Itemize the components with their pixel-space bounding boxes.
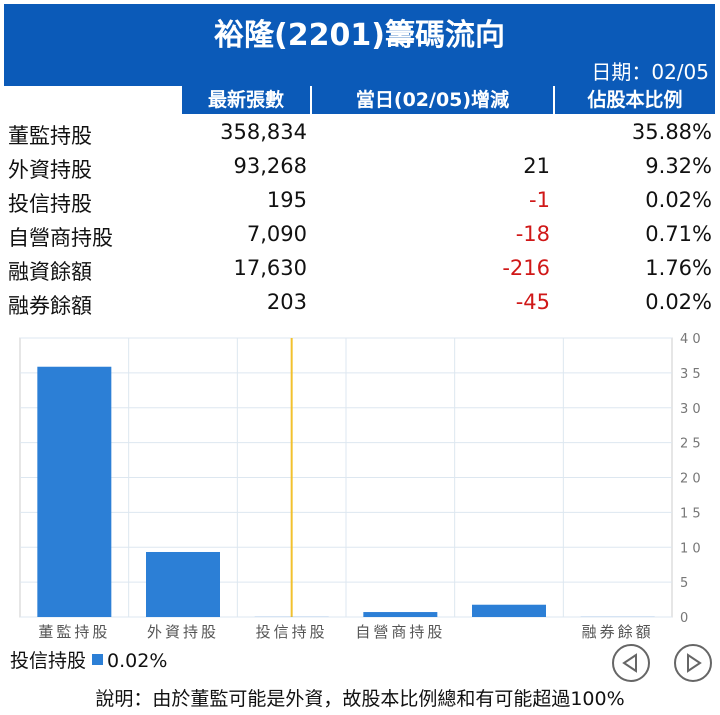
bar-3 <box>363 612 438 617</box>
bar-0 <box>37 366 112 617</box>
row-ratio: 0.02% <box>645 188 712 212</box>
col-header-shares: 最新張數 <box>180 86 310 114</box>
chart-legend: 投信持股 0.02% <box>10 646 167 673</box>
table-row: 自營商持股 7,090 -18 0.71% <box>0 218 720 252</box>
row-shares: 195 <box>266 188 307 212</box>
page-title: 裕隆(2201)籌碼流向 <box>214 18 505 53</box>
table-row: 董監持股 358,834 35.88% <box>0 116 720 150</box>
y-tick-label: 1 0 <box>680 541 701 556</box>
bar-4 <box>472 604 546 617</box>
y-tick-label: 3 0 <box>680 402 701 417</box>
row-ratio: 35.88% <box>631 120 712 144</box>
row-change: -18 <box>515 222 550 246</box>
row-shares: 358,834 <box>220 120 307 144</box>
triangle-right-icon <box>687 653 702 673</box>
footnote: 說明：由於董監可能是外資，故股本比例總和有可能超過100% <box>95 688 625 710</box>
y-tick-label: 2 5 <box>680 437 701 452</box>
row-ratio: 1.76% <box>645 256 712 280</box>
y-tick-label: 4 0 <box>680 332 701 347</box>
row-shares: 93,268 <box>233 154 307 178</box>
x-tick-label: 自營商持股 <box>355 623 445 641</box>
row-label: 自營商持股 <box>8 226 113 250</box>
table-row: 投信持股 195 -1 0.02% <box>0 184 720 218</box>
col-header-change: 當日(02/05)增減 <box>310 86 553 114</box>
legend-value: 0.02% <box>107 650 168 672</box>
prev-button[interactable] <box>612 644 650 682</box>
next-button[interactable] <box>674 644 712 682</box>
row-shares: 7,090 <box>246 222 307 246</box>
x-tick-label: 融券餘額 <box>582 623 654 641</box>
y-tick-label: 1 5 <box>680 506 701 521</box>
legend-label: 投信持股 <box>10 650 87 672</box>
triangle-left-icon <box>622 653 637 673</box>
row-change: -45 <box>515 290 550 314</box>
header-bar: 裕隆(2201)籌碼流向 日期：02/05 <box>4 4 715 86</box>
y-tick-label: 2 0 <box>680 472 701 487</box>
x-tick-label: 投信持股 <box>256 623 328 641</box>
table-row: 外資持股 93,268 21 9.32% <box>0 150 720 184</box>
row-ratio: 0.71% <box>645 222 712 246</box>
x-tick-label: 董監持股 <box>38 623 110 641</box>
row-change: -1 <box>529 188 550 212</box>
table-row: 融資餘額 17,630 -216 1.76% <box>0 252 720 286</box>
row-ratio: 9.32% <box>645 154 712 178</box>
row-ratio: 0.02% <box>645 290 712 314</box>
y-tick-label: 5 <box>680 576 688 591</box>
row-label: 外資持股 <box>8 158 92 182</box>
date-label: 日期：02/05 <box>591 60 709 84</box>
row-label: 董監持股 <box>8 124 92 148</box>
row-change: 21 <box>523 154 550 178</box>
row-label: 融券餘額 <box>8 294 92 318</box>
holdings-bar-chart: 4 0 3 5 3 0 2 5 2 0 1 5 1 0 5 0 董監持股 外資持股 投信持股 自營商持股… <box>19 332 701 641</box>
row-shares: 203 <box>266 290 307 314</box>
y-tick-label: 3 5 <box>680 367 701 382</box>
y-tick-label: 0 <box>680 611 688 626</box>
row-change: -216 <box>502 256 550 280</box>
bar-1 <box>146 551 220 617</box>
row-label: 投信持股 <box>8 192 92 216</box>
col-header-ratio: 佔股本比例 <box>553 86 715 114</box>
x-tick-label: 外資持股 <box>147 623 219 641</box>
table-row: 融券餘額 203 -45 0.02% <box>0 286 720 320</box>
legend-swatch <box>92 654 104 665</box>
row-label: 融資餘額 <box>8 260 92 284</box>
row-shares: 17,630 <box>233 256 307 280</box>
